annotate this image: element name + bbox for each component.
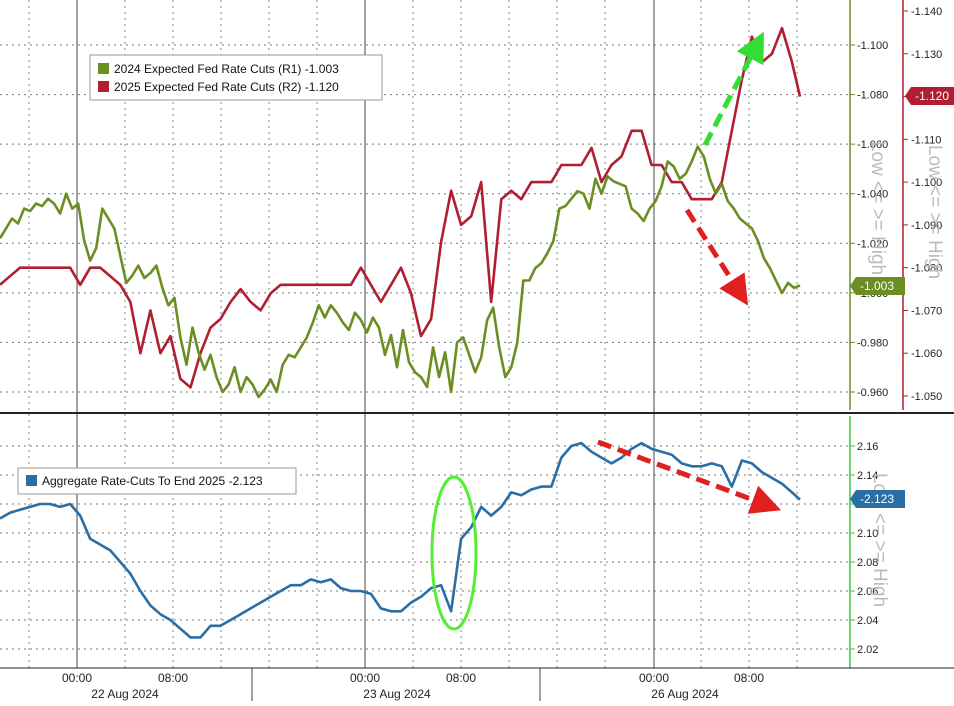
right-tick-label-4: -1.090: [911, 220, 942, 232]
series-layer: [0, 26, 802, 639]
bottom-tick-label-1: 2.04: [857, 615, 878, 627]
left-tick-label-5: -1.060: [857, 139, 888, 151]
left-tick-label-7: -1.100: [857, 40, 888, 52]
legend-bottom-box: [17, 467, 297, 495]
bottom-tick-label-0: 2.02: [857, 644, 878, 656]
left-tick-label-6: -1.080: [857, 90, 888, 102]
series-line-2025: [0, 26, 802, 389]
x-tick-label-4: 00:00: [639, 671, 669, 685]
badge-aggregate-text: -2.123: [860, 492, 894, 506]
date-label-2: 26 Aug 2024: [651, 687, 719, 701]
right-axis-note: Low <= >= High: [924, 145, 945, 279]
right-tick-label-1: -1.060: [911, 348, 942, 360]
date-label-0: 22 Aug 2024: [91, 687, 159, 701]
legend-label-2024: 2024 Expected Fed Rate Cuts (R1) -1.003: [114, 62, 339, 76]
right-tick-label-8: -1.130: [911, 49, 942, 61]
right-tick-label-5: -1.100: [911, 177, 942, 189]
left-axis-note: Low <= >= High: [867, 141, 888, 275]
series-line-aggregate: [0, 441, 801, 639]
axes: [0, 0, 954, 669]
legend-top-box: [89, 54, 383, 101]
right-tick-label-0: -1.050: [911, 391, 942, 403]
annotation-ellipse: [430, 475, 478, 631]
badge-2025-shape: [905, 87, 954, 105]
grid-top: [0, 44, 850, 393]
left-tick-label-0: -0.960: [857, 387, 888, 399]
badge-2025-text: -1.120: [915, 89, 949, 103]
left-tick-label-4: -1.040: [857, 189, 888, 201]
x-tick-label-5: 08:00: [734, 671, 764, 685]
right-tick-label-9: -1.140: [911, 6, 942, 18]
annotation-arrow-down-bottom: [597, 439, 782, 514]
bottom-tick-label-2: 2.06: [857, 586, 878, 598]
bottom-tick-label-3: 2.08: [857, 557, 878, 569]
bottom-tick-label-4: 2.10: [857, 528, 878, 540]
legend-swatch-2025: [98, 81, 109, 92]
vertical-gridlines: [28, 0, 798, 668]
bottom-tick-label-7: 2.16: [857, 441, 878, 453]
left-tick-label-3: -1.020: [857, 238, 888, 250]
grid-bottom: [0, 445, 850, 650]
right-tick-label-2: -1.070: [911, 305, 942, 317]
badge-2024-shape: [850, 277, 905, 295]
annotation-arrow-down-top: [684, 208, 749, 306]
right-tick-label-6: -1.110: [911, 134, 941, 146]
legend-swatch-aggregate: [26, 475, 37, 486]
axis-labels: -0.960-0.980-1.000-1.020-1.040-1.060-1.0…: [62, 6, 945, 701]
x-tick-label-3: 08:00: [446, 671, 476, 685]
date-label-1: 23 Aug 2024: [363, 687, 431, 701]
legend-label-2025: 2025 Expected Fed Rate Cuts (R2) -1.120: [114, 80, 339, 94]
left-tick-label-1: -0.980: [857, 337, 888, 349]
x-tick-label-0: 00:00: [62, 671, 92, 685]
right-tick-label-3: -1.080: [911, 263, 942, 275]
badge-layer: -1.003 -1.120 -2.123: [850, 87, 954, 508]
x-tick-label-2: 00:00: [350, 671, 380, 685]
bottom-tick-label-6: 2.14: [857, 470, 878, 482]
annotation-arrow-up: [702, 31, 764, 147]
x-tick-label-1: 08:00: [158, 671, 188, 685]
annotations: [430, 31, 782, 631]
legend-swatch-2024: [98, 63, 109, 74]
legend-label-aggregate: Aggregate Rate-Cuts To End 2025 -2.123: [42, 474, 263, 488]
series-line-2024: [0, 145, 801, 399]
legend-layer: 2024 Expected Fed Rate Cuts (R1) -1.003 2…: [17, 54, 383, 495]
badge-2024-text: -1.003: [860, 279, 894, 293]
badge-aggregate-shape: [850, 490, 905, 508]
